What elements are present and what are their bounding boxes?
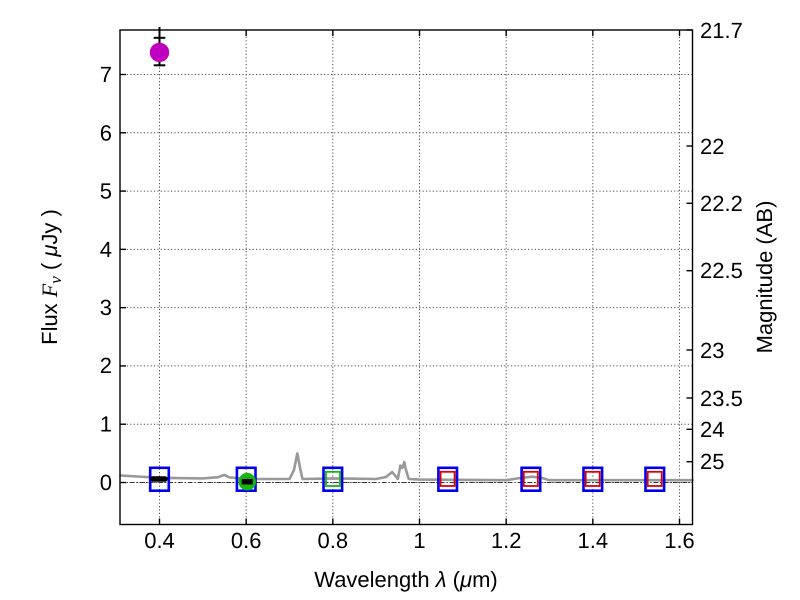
svg-text:22: 22: [700, 134, 724, 159]
svg-text:1.4: 1.4: [578, 528, 609, 553]
svg-text:Flux Fν ( μJy ): Flux Fν ( μJy ): [37, 209, 65, 345]
svg-text:4: 4: [100, 237, 112, 262]
svg-text:2: 2: [100, 353, 112, 378]
svg-text:22.2: 22.2: [700, 191, 743, 216]
svg-text:0: 0: [100, 470, 112, 495]
svg-text:Wavelength λ (μm): Wavelength λ (μm): [314, 567, 497, 592]
svg-text:25: 25: [700, 449, 724, 474]
svg-text:7: 7: [100, 62, 112, 87]
svg-text:1.6: 1.6: [664, 528, 695, 553]
svg-text:3: 3: [100, 295, 112, 320]
svg-text:0.8: 0.8: [318, 528, 349, 553]
svg-text:0.4: 0.4: [144, 528, 175, 553]
svg-text:24: 24: [700, 417, 724, 442]
svg-text:6: 6: [100, 121, 112, 146]
svg-text:1: 1: [413, 528, 425, 553]
svg-text:23: 23: [700, 338, 724, 363]
svg-text:5: 5: [100, 179, 112, 204]
svg-text:1.2: 1.2: [491, 528, 522, 553]
svg-text:23.5: 23.5: [700, 386, 743, 411]
svg-text:0.6: 0.6: [231, 528, 262, 553]
svg-text:22.5: 22.5: [700, 258, 743, 283]
svg-text:21.7: 21.7: [700, 18, 743, 43]
svg-text:1: 1: [100, 412, 112, 437]
svg-text:Magnitude (AB): Magnitude (AB): [752, 201, 777, 354]
